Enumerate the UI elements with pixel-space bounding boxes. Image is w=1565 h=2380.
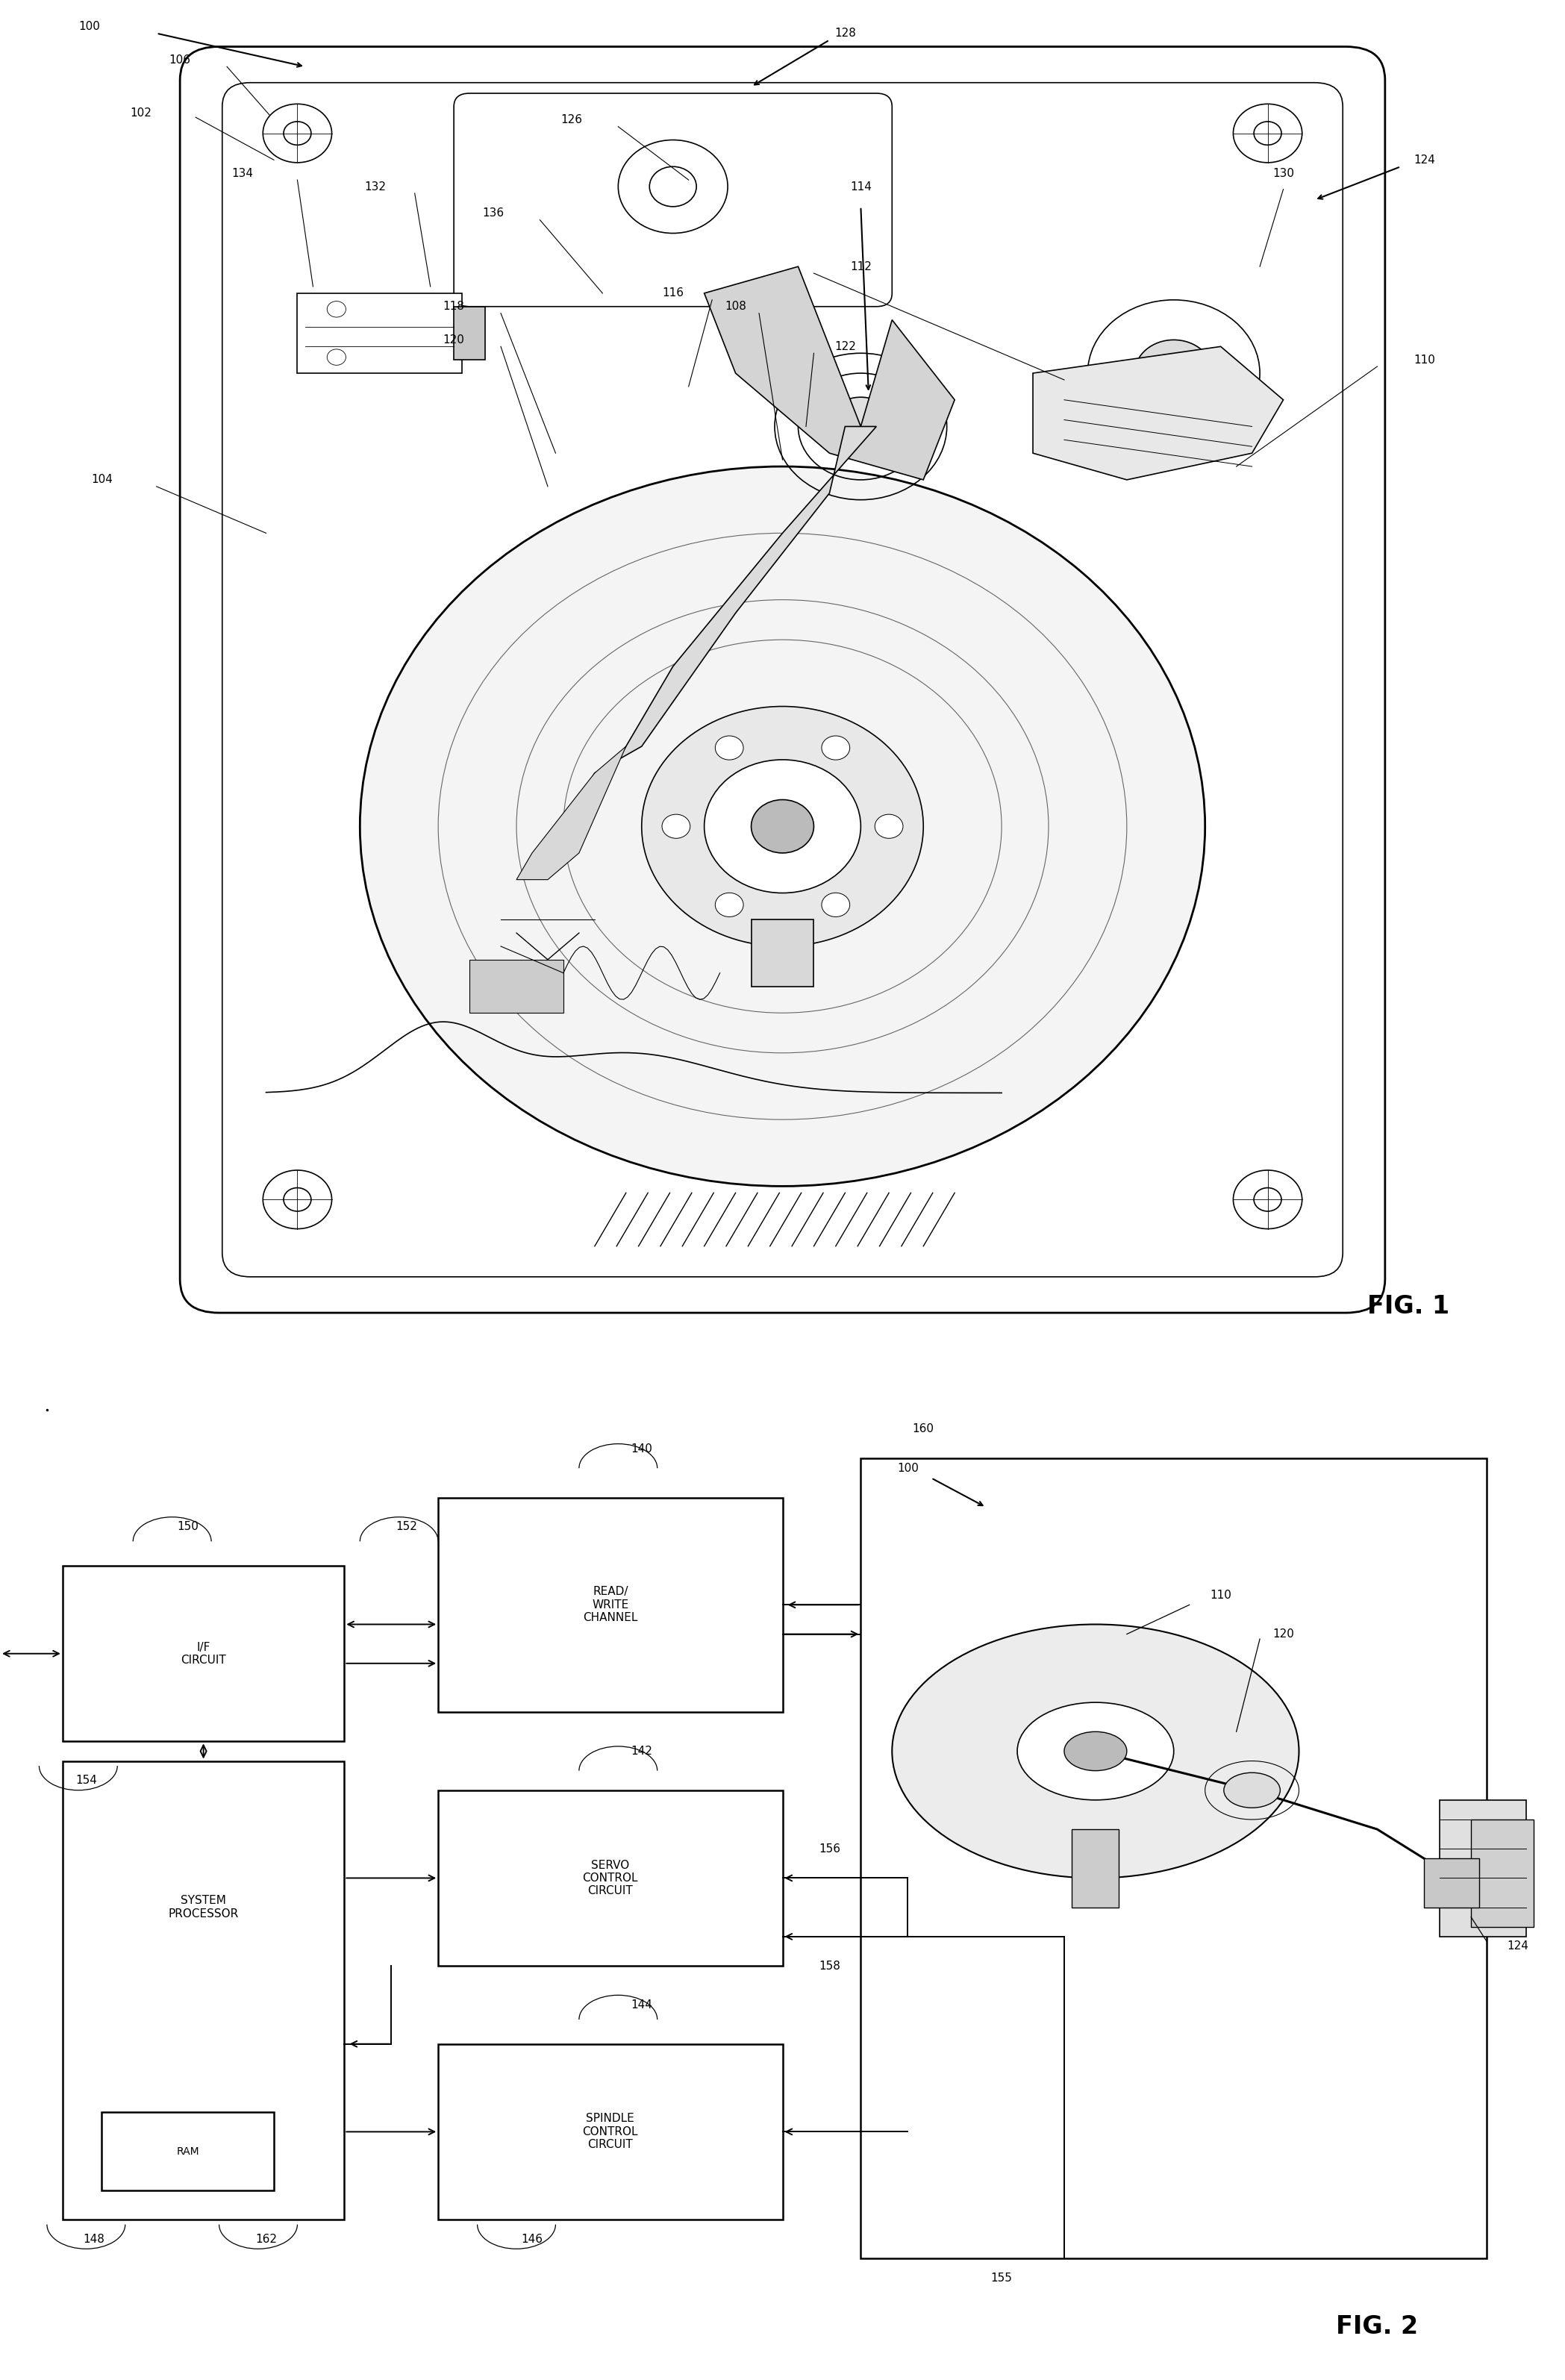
Bar [438, 1790, 782, 1966]
Text: SPINDLE
CONTROL
CIRCUIT: SPINDLE CONTROL CIRCUIT [582, 2113, 639, 2152]
Circle shape [1064, 1733, 1127, 1771]
Text: 118: 118 [443, 300, 465, 312]
Text: 110: 110 [1210, 1590, 1232, 1602]
Text: 128: 128 [834, 29, 856, 38]
Circle shape [892, 1626, 1299, 1878]
Text: READ/
WRITE
CHANNEL: READ/ WRITE CHANNEL [584, 1585, 637, 1623]
Circle shape [283, 1188, 311, 1211]
Polygon shape [1033, 347, 1283, 481]
Circle shape [822, 892, 850, 916]
Polygon shape [579, 426, 876, 800]
Text: 155: 155 [991, 2273, 1013, 2285]
Bar [63, 1761, 344, 2221]
Text: SERVO
CONTROL
CIRCUIT: SERVO CONTROL CIRCUIT [582, 1859, 639, 1897]
Text: 116: 116 [662, 288, 684, 300]
Circle shape [1254, 121, 1282, 145]
Bar [470, 959, 563, 1014]
Text: 122: 122 [834, 340, 856, 352]
Circle shape [360, 466, 1205, 1185]
Bar [438, 1497, 782, 1711]
Polygon shape [704, 267, 955, 481]
Text: 162: 162 [255, 2232, 277, 2244]
Text: 154: 154 [75, 1775, 97, 1785]
Text: 126: 126 [560, 114, 582, 126]
Circle shape [1135, 340, 1213, 407]
Text: I/F
CIRCUIT: I/F CIRCUIT [182, 1642, 225, 1666]
Circle shape [263, 105, 332, 162]
Bar [63, 1566, 344, 1742]
Circle shape [826, 397, 895, 457]
Text: 150: 150 [177, 1521, 199, 1533]
Bar [102, 2113, 274, 2190]
Bar [1072, 1830, 1119, 1906]
Circle shape [1088, 300, 1260, 447]
Circle shape [1224, 1773, 1280, 1809]
Text: 132: 132 [365, 181, 387, 193]
Text: 152: 152 [396, 1521, 418, 1533]
FancyBboxPatch shape [180, 48, 1385, 1314]
Text: 148: 148 [83, 2232, 105, 2244]
Bar [751, 919, 814, 985]
Text: 112: 112 [850, 262, 872, 271]
Text: 110: 110 [1413, 355, 1435, 367]
Text: 104: 104 [91, 474, 113, 486]
Circle shape [618, 140, 728, 233]
Bar [297, 293, 462, 374]
Bar [1440, 1799, 1526, 1937]
Text: 134: 134 [232, 167, 254, 178]
Text: 124: 124 [1413, 155, 1435, 167]
Circle shape [642, 707, 923, 947]
Text: 108: 108 [725, 300, 747, 312]
Circle shape [1254, 1188, 1282, 1211]
Text: 120: 120 [443, 333, 465, 345]
Circle shape [1233, 1171, 1302, 1228]
Polygon shape [516, 747, 626, 881]
Circle shape [662, 814, 690, 838]
Text: 114: 114 [850, 181, 872, 193]
Circle shape [822, 735, 850, 759]
Text: 100: 100 [78, 21, 100, 33]
Circle shape [1017, 1702, 1174, 1799]
Text: FIG. 1: FIG. 1 [1368, 1295, 1449, 1319]
Bar [454, 307, 485, 359]
Text: 120: 120 [1272, 1628, 1294, 1640]
Text: 140: 140 [631, 1442, 653, 1454]
Bar [1471, 1821, 1534, 1928]
Bar [438, 2044, 782, 2221]
Bar [1424, 1859, 1479, 1906]
Text: 124: 124 [1507, 1940, 1529, 1952]
Circle shape [751, 800, 814, 852]
Text: FIG. 2: FIG. 2 [1337, 2316, 1418, 2340]
Circle shape [704, 759, 861, 892]
Text: 130: 130 [1272, 167, 1294, 178]
Text: 156: 156 [818, 1842, 840, 1854]
Text: 136: 136 [482, 207, 504, 219]
Text: 100: 100 [897, 1464, 919, 1473]
Bar [861, 1459, 1487, 2259]
Circle shape [715, 892, 743, 916]
Text: 158: 158 [818, 1961, 840, 1971]
Text: RAM: RAM [177, 2147, 199, 2156]
Circle shape [1233, 105, 1302, 162]
Circle shape [283, 121, 311, 145]
Text: SYSTEM
PROCESSOR: SYSTEM PROCESSOR [169, 1894, 238, 1918]
Text: 146: 146 [521, 2232, 543, 2244]
Circle shape [649, 167, 696, 207]
FancyBboxPatch shape [454, 93, 892, 307]
Text: 106: 106 [169, 55, 191, 67]
Text: 144: 144 [631, 1999, 653, 2011]
Circle shape [875, 814, 903, 838]
Text: 142: 142 [631, 1745, 653, 1756]
Text: 102: 102 [130, 107, 152, 119]
Text: 160: 160 [912, 1423, 934, 1435]
Circle shape [263, 1171, 332, 1228]
Circle shape [715, 735, 743, 759]
